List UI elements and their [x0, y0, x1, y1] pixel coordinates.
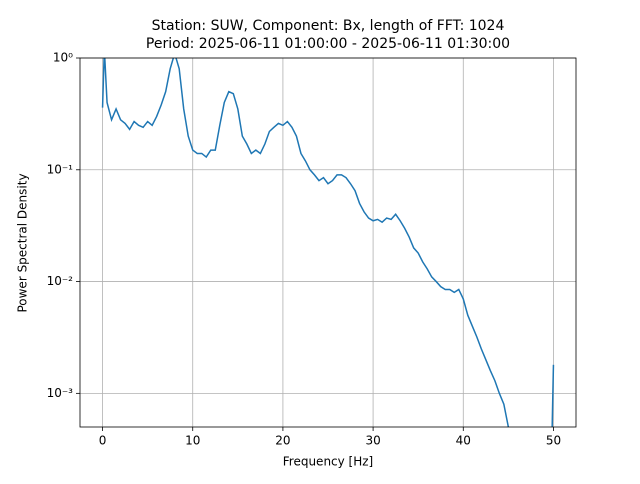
- y-tick-label: 10⁻¹: [47, 162, 74, 176]
- x-axis-label: Frequency [Hz]: [283, 455, 374, 469]
- x-tick-label: 0: [99, 434, 107, 448]
- series-line: [101, 58, 555, 427]
- plot-frame: [79, 57, 577, 428]
- y-tick-label: 10⁻³: [47, 386, 74, 400]
- x-tick-label: 30: [365, 434, 380, 448]
- y-tick-label: 10⁻²: [47, 274, 74, 288]
- x-tick-label: 40: [456, 434, 471, 448]
- y-tick-label: 10⁰: [53, 51, 73, 65]
- x-tick-label: 20: [275, 434, 290, 448]
- y-axis-label: Power Spectral Density: [16, 173, 30, 312]
- x-tick-label: 50: [546, 434, 561, 448]
- chart-title: Station: SUW, Component: Bx, length of F…: [152, 18, 505, 34]
- x-tick-label: 10: [185, 434, 200, 448]
- chart-subtitle: Period: 2025-06-11 01:00:00 - 2025-06-11…: [146, 36, 510, 52]
